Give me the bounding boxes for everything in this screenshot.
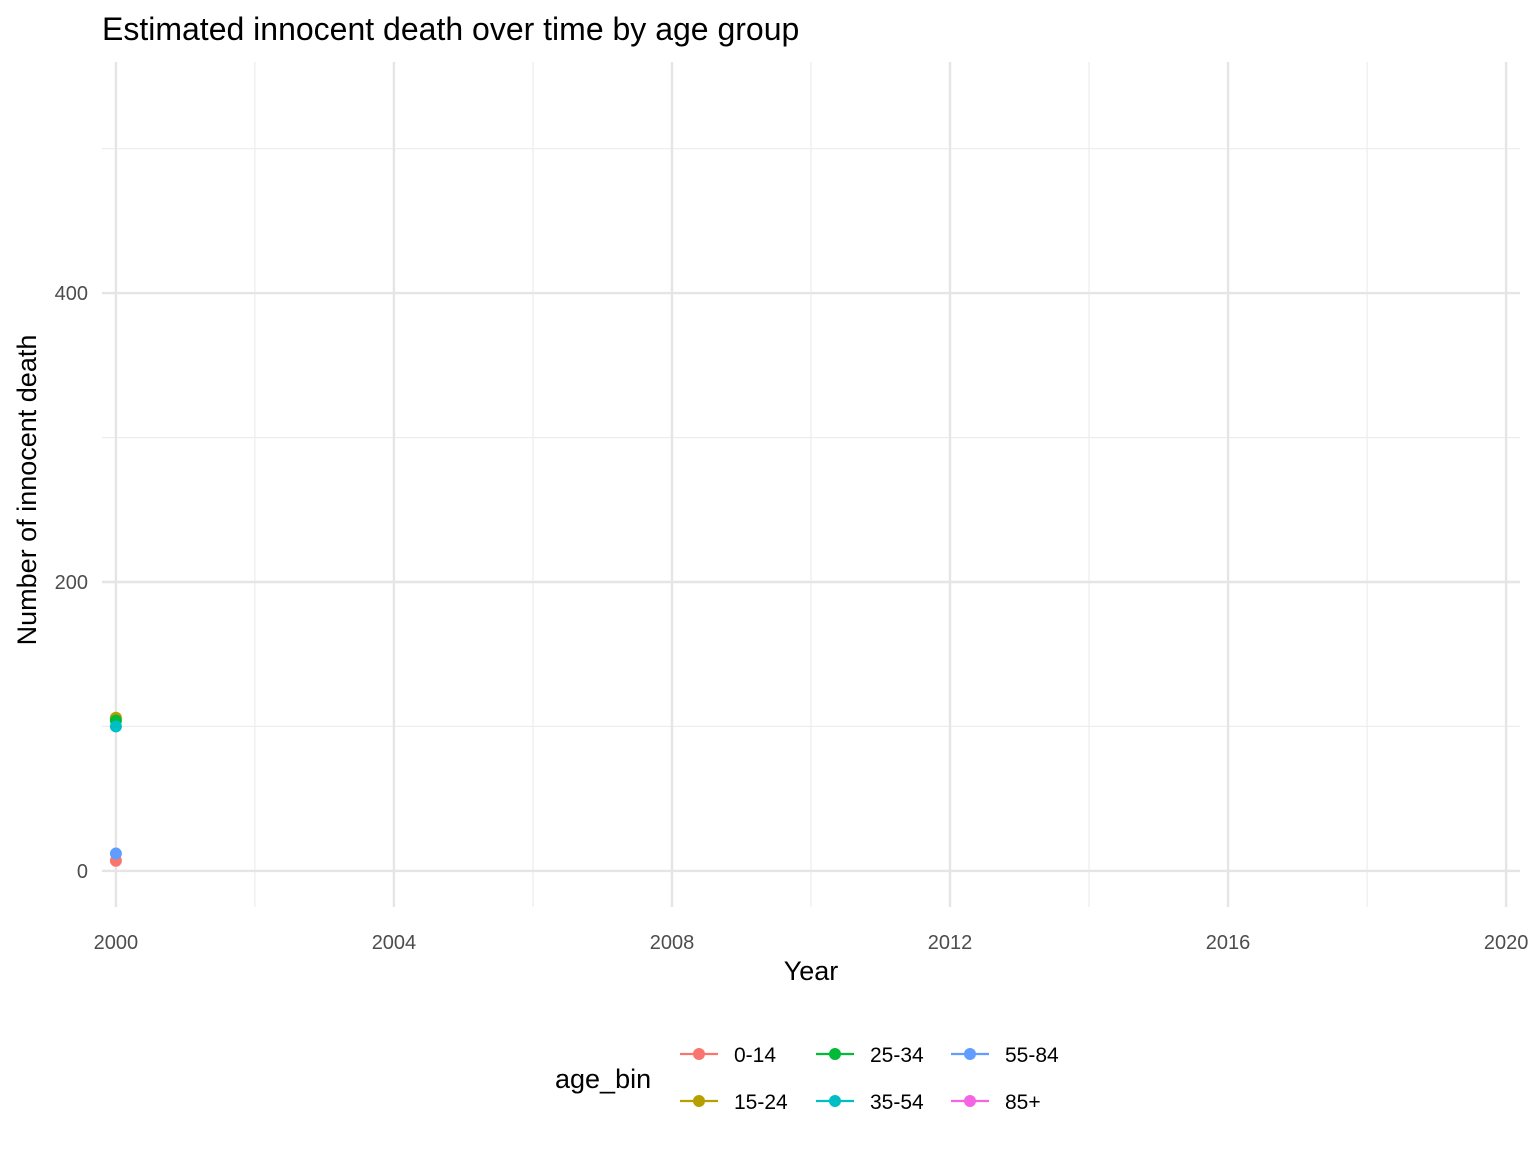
series-layer: [109, 711, 122, 867]
legend-point-swatch: [964, 1095, 976, 1107]
x-tick-label: 2012: [928, 932, 973, 954]
legend-point-swatch: [829, 1095, 841, 1107]
legend-key-55-84: 55-84: [951, 1044, 1059, 1067]
legend-key-0-14: 0-14: [680, 1044, 776, 1067]
data-point-35-54: [109, 720, 122, 733]
y-axis-title: Number of innocent death: [12, 335, 42, 646]
y-tick-label: 200: [55, 572, 88, 594]
x-tick-label: 2016: [1206, 932, 1251, 954]
legend-label: 55-84: [1005, 1044, 1059, 1067]
x-tick-label: 2008: [650, 932, 695, 954]
legend-label: 15-24: [734, 1091, 788, 1114]
minor-gridlines: [102, 62, 1520, 907]
legend-label: 0-14: [734, 1044, 776, 1067]
chart-title: Estimated innocent death over time by ag…: [102, 11, 799, 47]
legend-key-25-34: 25-34: [816, 1044, 924, 1067]
data-point-55-84: [109, 847, 122, 860]
legend-title: age_bin: [555, 1064, 651, 1094]
x-tick-label: 2000: [94, 932, 139, 954]
legend-point-swatch: [693, 1095, 705, 1107]
x-tick-label: 2004: [372, 932, 417, 954]
y-axis-ticks: 0 200 400: [55, 283, 88, 883]
major-gridlines: [102, 62, 1520, 907]
legend: age_bin 0-14 15-24 25-34 35-54 55-84 85+: [555, 1044, 1059, 1114]
y-tick-label: 400: [55, 283, 88, 305]
legend-label: 35-54: [870, 1091, 924, 1114]
y-tick-label: 0: [77, 861, 88, 883]
x-axis-title: Year: [784, 956, 839, 986]
legend-key-35-54: 35-54: [816, 1091, 924, 1114]
legend-keys: 0-14 15-24 25-34 35-54 55-84 85+: [680, 1044, 1059, 1114]
x-axis-ticks: 2000 2004 2008 2012 2016 2020: [94, 932, 1529, 954]
legend-point-swatch: [829, 1048, 841, 1060]
legend-label: 85+: [1005, 1091, 1041, 1114]
legend-point-swatch: [693, 1048, 705, 1060]
x-tick-label: 2020: [1484, 932, 1529, 954]
legend-label: 25-34: [870, 1044, 924, 1067]
legend-key-15-24: 15-24: [680, 1091, 788, 1114]
legend-key-85+: 85+: [951, 1091, 1041, 1114]
legend-point-swatch: [964, 1048, 976, 1060]
plot-panel: [102, 62, 1520, 907]
